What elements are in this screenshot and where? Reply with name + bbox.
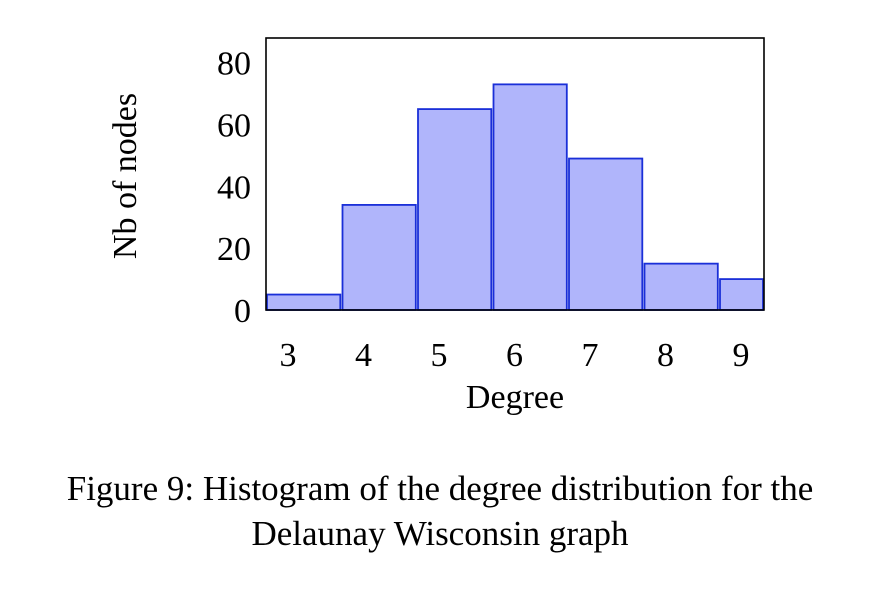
histogram-chart: 0 20 40 60 80 3 4 5 6 7 8 9 Degree Nb of nodes <box>107 37 765 416</box>
x-tick-label: 8 <box>657 337 674 374</box>
histogram-figure: 0 20 40 60 80 3 4 5 6 7 8 9 Degree Nb of nodes <box>107 37 765 416</box>
bar-degree-7 <box>568 157 644 311</box>
x-axis-title: Degree <box>466 379 564 416</box>
y-tick-label: 0 <box>234 293 251 330</box>
y-tick-label: 60 <box>217 108 251 145</box>
y-tick-label: 40 <box>217 169 251 206</box>
bar-degree-3 <box>266 293 342 311</box>
y-tick-label: 20 <box>217 231 251 268</box>
bars-group <box>266 83 764 311</box>
caption-line-1: Figure 9: Histogram of the degree distri… <box>66 469 814 508</box>
bar-degree-6 <box>492 83 568 311</box>
x-tick-label: 6 <box>506 337 523 374</box>
bar-degree-8 <box>643 262 719 311</box>
x-tick-labels: 3 4 5 6 7 8 9 <box>280 337 750 374</box>
x-tick-label: 9 <box>733 337 750 374</box>
x-tick-label: 3 <box>280 337 297 374</box>
y-axis-title: Nb of nodes <box>107 93 144 259</box>
caption-line-2: Delaunay Wisconsin graph <box>251 514 629 553</box>
bar-degree-5 <box>417 108 493 311</box>
figure-caption: Figure 9: Histogram of the degree distri… <box>0 466 880 556</box>
x-tick-label: 4 <box>355 337 372 374</box>
plot-frame <box>265 37 765 311</box>
y-tick-labels: 0 20 40 60 80 <box>217 46 251 330</box>
bar-degree-4 <box>341 204 417 311</box>
x-tick-label: 5 <box>431 337 448 374</box>
y-tick-label: 80 <box>217 46 251 83</box>
x-tick-label: 7 <box>582 337 599 374</box>
bar-degree-9 <box>719 278 764 311</box>
